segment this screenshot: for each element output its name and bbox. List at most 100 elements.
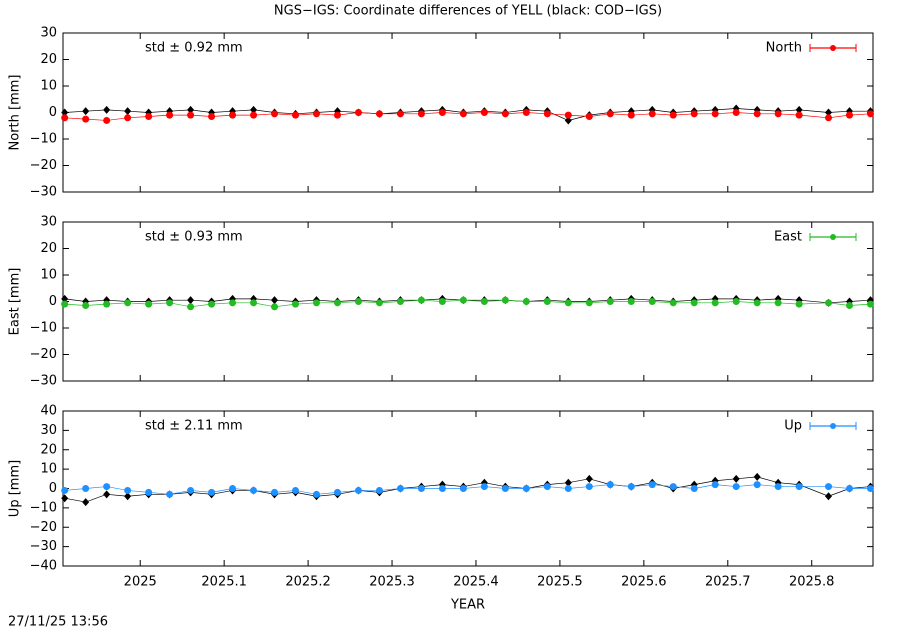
data-point — [61, 294, 69, 303]
data-point — [627, 483, 635, 491]
data-point — [711, 481, 719, 489]
data-point — [501, 296, 509, 304]
data-point — [250, 111, 258, 119]
data-point — [648, 298, 656, 305]
data-point — [396, 485, 404, 492]
data-point — [732, 298, 740, 305]
data-point — [250, 486, 258, 494]
data-point — [417, 110, 425, 118]
data-point — [669, 111, 677, 119]
data-point — [627, 111, 635, 119]
data-point — [333, 111, 341, 119]
data-point — [82, 115, 90, 123]
data-point — [396, 110, 404, 118]
data-point — [396, 298, 404, 305]
data-point — [522, 109, 530, 116]
data-point — [825, 492, 833, 501]
data-point — [564, 111, 572, 119]
data-point — [250, 105, 258, 114]
x-tick-label: 2025.3 — [369, 575, 415, 590]
data-point — [229, 111, 237, 119]
data-point — [564, 299, 572, 307]
data-point — [585, 299, 593, 307]
data-point — [845, 485, 853, 492]
data-point — [438, 109, 446, 116]
data-point — [795, 483, 803, 491]
data-point — [438, 485, 446, 492]
data-point — [543, 483, 551, 491]
data-point — [103, 116, 111, 124]
x-tick-label: 2025.7 — [705, 575, 751, 590]
data-point — [480, 483, 488, 491]
y-tick-label: −10 — [30, 500, 57, 515]
annotation: std ± 0.92 mm — [145, 41, 243, 56]
data-point — [522, 485, 530, 492]
series-line — [64, 112, 871, 121]
data-point — [501, 485, 509, 492]
y-tick-label: −30 — [30, 539, 57, 554]
data-point — [459, 296, 467, 304]
data-point — [753, 299, 761, 307]
data-point — [229, 485, 237, 492]
y-tick-label: 10 — [40, 462, 57, 477]
data-point — [187, 296, 195, 305]
data-point — [103, 300, 111, 308]
plot-frame — [62, 221, 874, 382]
data-point — [459, 110, 467, 118]
data-point — [585, 483, 593, 491]
x-tick-label: 2025.2 — [285, 575, 331, 590]
data-point — [543, 110, 551, 118]
data-point — [124, 486, 132, 494]
data-point — [250, 299, 258, 307]
data-point — [145, 300, 153, 308]
data-point — [669, 299, 677, 307]
data-point — [690, 299, 698, 307]
annotation: std ± 2.11 mm — [145, 419, 243, 434]
data-point — [845, 111, 853, 119]
data-point — [690, 110, 698, 118]
data-point — [648, 481, 656, 489]
data-point — [124, 107, 132, 116]
x-axis-label: YEAR — [450, 598, 485, 613]
y-tick-label: 20 — [40, 442, 57, 457]
data-point — [753, 481, 761, 489]
series-line — [64, 476, 871, 503]
data-point — [501, 110, 509, 118]
data-point — [292, 111, 300, 119]
legend-label: East — [774, 230, 802, 245]
x-tick-label: 2025 — [124, 575, 157, 590]
data-point — [627, 298, 635, 305]
data-point — [354, 109, 362, 116]
annotation: std ± 0.93 mm — [145, 230, 243, 245]
data-point — [375, 110, 383, 118]
data-point — [845, 301, 853, 309]
y-tick-label: 10 — [40, 268, 57, 283]
data-point — [312, 110, 320, 118]
data-point — [103, 105, 111, 114]
data-point — [606, 481, 614, 489]
data-point — [145, 488, 153, 496]
y-tick-label: −10 — [30, 132, 57, 147]
data-point — [82, 498, 90, 507]
data-point — [61, 108, 69, 117]
data-point — [61, 486, 69, 494]
y-tick-label: −20 — [30, 158, 57, 173]
y-axis-label: North [mm] — [8, 75, 23, 151]
y-tick-label: −40 — [30, 559, 57, 574]
data-point — [795, 105, 803, 114]
data-point — [82, 107, 90, 116]
timestamp: 27/11/25 13:56 — [8, 615, 108, 630]
data-point — [229, 299, 237, 307]
y-tick-label: 40 — [40, 404, 57, 419]
y-tick-label: −30 — [30, 374, 57, 389]
data-point — [866, 110, 874, 118]
data-point — [480, 109, 488, 116]
data-point — [208, 112, 216, 120]
data-point — [606, 110, 614, 118]
data-point — [606, 298, 614, 305]
y-tick-label: −20 — [30, 347, 57, 362]
data-point — [312, 490, 320, 498]
data-point — [753, 472, 761, 481]
legend-marker — [830, 423, 836, 429]
data-point — [103, 490, 111, 499]
